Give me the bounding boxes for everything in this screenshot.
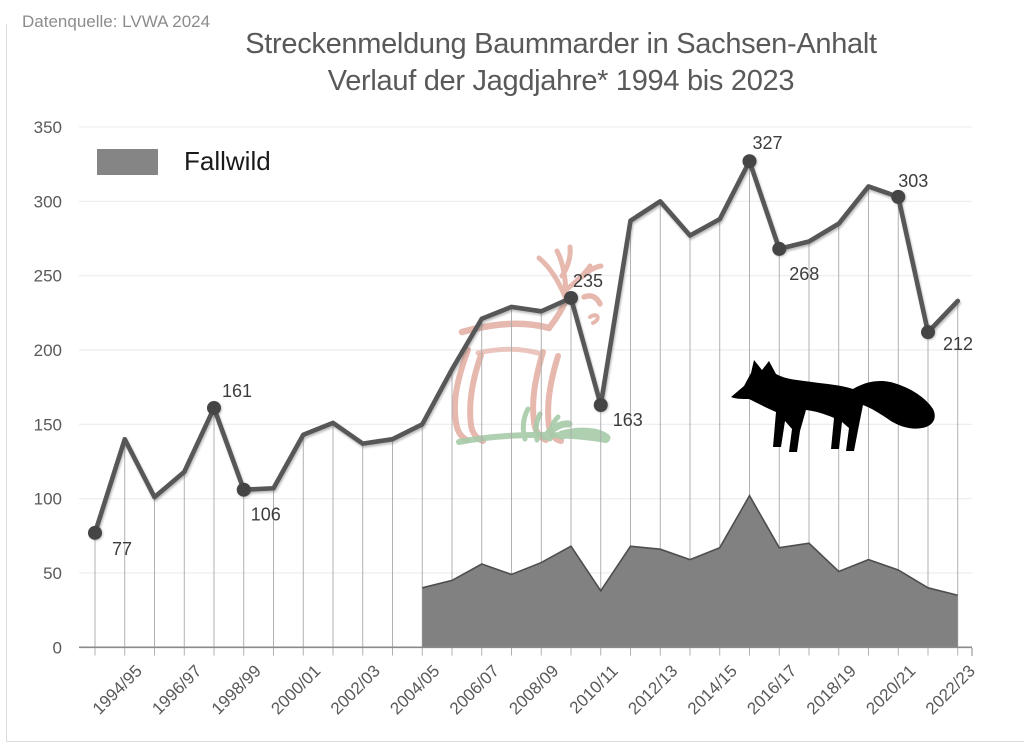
chart-title: Streckenmeldung Baummarder in Sachsen-An… [100,26,1022,100]
data-point-marker [921,325,935,340]
data-point-label: 163 [613,410,643,430]
data-point-marker [564,290,578,305]
chart-title-line2: Verlauf der Jagdjahre* 1994 bis 2023 [327,65,795,97]
x-tick-label: 2020/21 [862,661,919,718]
x-tick-label: 1996/97 [148,661,205,718]
image-bottom-edge [6,741,1024,742]
y-tick-label: 250 [34,267,62,286]
data-point-marker [236,482,251,497]
x-tick-label: 1998/99 [208,661,265,718]
x-tick-label: 2002/03 [327,661,384,718]
data-point-label: 212 [943,334,973,354]
x-tick-label: 2008/09 [505,661,562,718]
data-point-marker [207,400,221,415]
marten-silhouette [731,360,935,452]
y-tick-label: 0 [53,638,62,657]
x-tick-label: 2018/19 [803,661,860,718]
x-tick-label: 2014/15 [684,661,741,718]
legend-swatch-fallwild [97,148,158,175]
y-tick-label: 150 [34,415,62,434]
legend: Fallwild [97,146,271,177]
x-tick-label: 2004/05 [386,661,443,718]
x-tick-label: 2010/11 [566,661,622,717]
image-left-edge [6,24,7,742]
data-point-label: 77 [112,539,132,559]
data-point-label: 235 [573,271,603,291]
data-point-marker [88,525,102,540]
data-point-marker [593,397,608,412]
x-tick-label: 2006/07 [446,661,503,718]
y-tick-label: 350 [34,118,62,137]
data-point-label: 268 [789,264,819,284]
fallwild-area-edge [422,494,958,597]
y-tick-label: 50 [43,564,62,583]
data-point-marker [742,154,757,169]
fallwild-area [422,495,958,648]
x-tick-label: 2000/01 [267,661,324,718]
grass-sketch-illustration [456,406,611,445]
y-tick-label: 200 [34,341,62,360]
data-point-label: 303 [898,171,928,191]
y-tick-label: 100 [34,490,62,509]
deer-sketch-illustration [451,244,604,444]
x-tick-label: 2012/13 [624,661,681,718]
strecke-line [92,158,961,536]
data-point-label: 161 [222,381,252,401]
data-point-label: 106 [251,505,281,525]
x-tick-label: 2022/23 [922,661,979,718]
data-point-marker [891,189,906,204]
x-tick-label: 1994/95 [89,661,146,718]
x-tick-label: 2016/17 [743,661,800,718]
data-point-marker [772,241,787,256]
data-point-label: 327 [752,133,782,153]
source-note: Datenquelle: LVWA 2024 [22,12,211,31]
legend-label-fallwild: Fallwild [184,146,271,176]
chart-title-line1: Streckenmeldung Baummarder in Sachsen-An… [245,28,877,60]
y-tick-label: 300 [34,192,62,211]
